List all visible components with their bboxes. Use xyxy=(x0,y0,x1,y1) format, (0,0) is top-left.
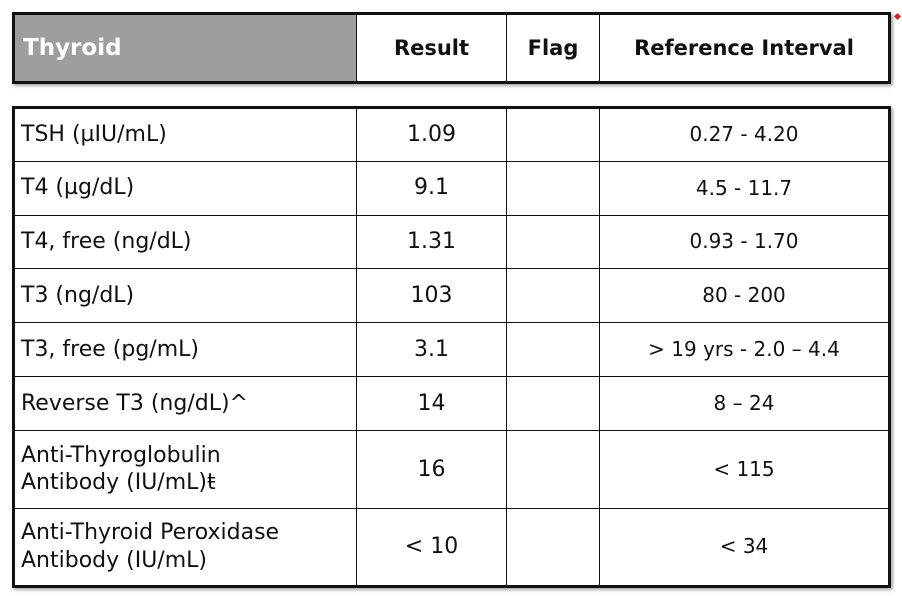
result-value: 9.1 xyxy=(356,160,507,216)
column-header-reference: Reference Interval xyxy=(599,13,890,83)
reference-interval: 80 - 200 xyxy=(599,268,890,324)
test-name: T4, free (ng/dL) xyxy=(13,214,357,270)
test-name: Anti-Thyroid Peroxidase Antibody (IU/mL) xyxy=(13,507,357,588)
test-name: Anti-Thyroglobulin Antibody (IU/mL)ŧ xyxy=(13,429,357,509)
table-row: TSH (µIU/mL) 1.09 0.27 - 4.20 xyxy=(13,107,890,162)
result-value: 1.31 xyxy=(356,214,507,270)
table-row: Reverse T3 (ng/dL)^ 14 8 – 24 xyxy=(13,375,890,431)
table-row: T3, free (pg/mL) 3.1 > 19 yrs - 2.0 – 4.… xyxy=(13,322,890,377)
reference-interval: 0.27 - 4.20 xyxy=(599,107,890,162)
test-name: T4 (µg/dL) xyxy=(13,160,357,216)
results-table: TSH (µIU/mL) 1.09 0.27 - 4.20 T4 (µg/dL)… xyxy=(12,106,891,588)
flag-value xyxy=(506,160,600,216)
result-value: 3.1 xyxy=(356,322,507,377)
reference-interval: 8 – 24 xyxy=(599,375,890,431)
reference-interval: 0.93 - 1.70 xyxy=(599,214,890,270)
test-name: T3 (ng/dL) xyxy=(13,268,357,324)
reference-interval: 4.5 - 11.7 xyxy=(599,160,890,216)
result-value: 14 xyxy=(356,375,507,431)
test-name: T3, free (pg/mL) xyxy=(13,322,357,377)
result-value: < 10 xyxy=(356,507,507,588)
flag-value xyxy=(506,268,600,324)
flag-value xyxy=(506,429,600,509)
reference-interval: > 19 yrs - 2.0 – 4.4 xyxy=(599,322,890,377)
result-value: 16 xyxy=(356,429,507,509)
reference-interval: < 34 xyxy=(599,507,890,588)
flag-value xyxy=(506,322,600,377)
reference-interval: < 115 xyxy=(599,429,890,509)
column-header-result: Result xyxy=(356,13,507,83)
test-name: TSH (µIU/mL) xyxy=(13,107,357,162)
table-row: T4, free (ng/dL) 1.31 0.93 - 1.70 xyxy=(13,214,890,270)
column-header-flag: Flag xyxy=(506,13,600,83)
section-title: Thyroid xyxy=(13,13,357,83)
result-value: 103 xyxy=(356,268,507,324)
flag-value xyxy=(506,214,600,270)
result-value: 1.09 xyxy=(356,107,507,162)
table-row: T4 (µg/dL) 9.1 4.5 - 11.7 xyxy=(13,160,890,216)
flag-value xyxy=(506,107,600,162)
flag-value xyxy=(506,375,600,431)
test-name: Reverse T3 (ng/dL)^ xyxy=(13,375,357,431)
flag-value xyxy=(506,507,600,588)
table-row: T3 (ng/dL) 103 80 - 200 xyxy=(13,268,890,324)
table-row: Anti-Thyroid Peroxidase Antibody (IU/mL)… xyxy=(13,507,890,588)
corner-mark-icon xyxy=(893,12,902,21)
table-row: Anti-Thyroglobulin Antibody (IU/mL)ŧ 16 … xyxy=(13,429,890,509)
table-header: Thyroid Result Flag Reference Interval xyxy=(12,12,891,84)
header-row: Thyroid Result Flag Reference Interval xyxy=(13,13,890,83)
